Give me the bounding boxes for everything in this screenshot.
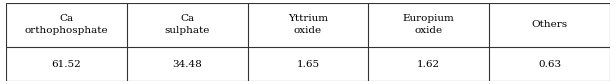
Text: 1.62: 1.62: [417, 60, 440, 69]
Text: 34.48: 34.48: [172, 60, 202, 69]
Text: Yttrium
oxide: Yttrium oxide: [288, 14, 328, 35]
Text: Others: Others: [532, 20, 567, 29]
Text: Ca
orthophosphate: Ca orthophosphate: [25, 14, 108, 35]
Text: 1.65: 1.65: [296, 60, 320, 69]
Text: 0.63: 0.63: [538, 60, 561, 69]
Text: 61.52: 61.52: [52, 60, 81, 69]
Text: Europium
oxide: Europium oxide: [403, 14, 455, 35]
Text: Ca
sulphate: Ca sulphate: [164, 14, 210, 35]
